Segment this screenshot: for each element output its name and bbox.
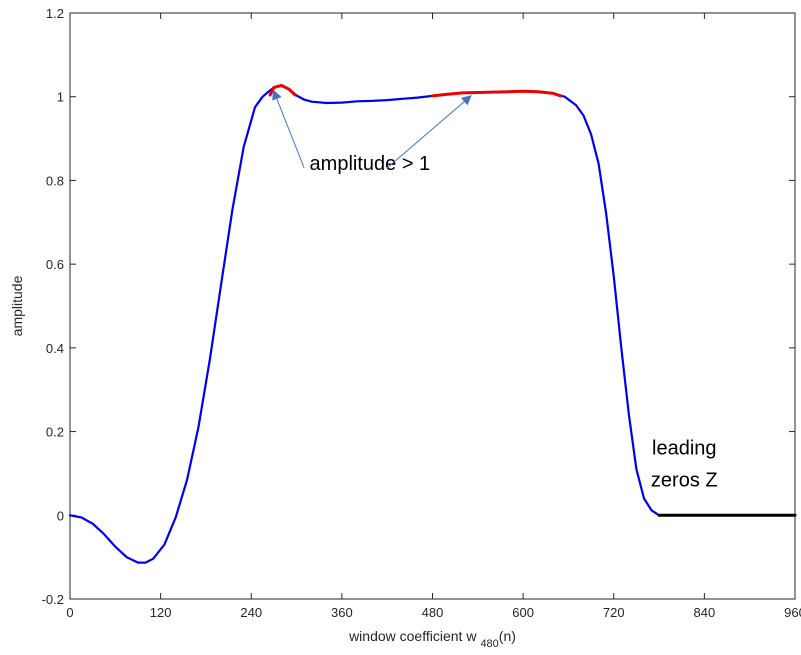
y-tick-label: 0.6	[46, 257, 64, 272]
series-layer	[68, 83, 797, 564]
annotation-leading-line-1: leading	[652, 438, 717, 460]
y-tick-label: 1	[57, 90, 64, 105]
plot-area	[69, 12, 796, 600]
series-line-0	[68, 84, 661, 564]
y-tick-label: -0.2	[42, 592, 64, 607]
y-tick-label: 0.4	[46, 341, 64, 356]
y-tick-label: 0.8	[46, 173, 64, 188]
annotation-leading-line-2: zeros Z	[651, 470, 718, 492]
x-axis-label-suffix: (n)	[499, 628, 516, 644]
x-tick-label: 600	[512, 605, 534, 620]
x-tick-label: 720	[603, 605, 625, 620]
x-tick-label: 240	[240, 605, 262, 620]
y-tick-label: 1.2	[46, 6, 64, 21]
annotation-amplitude-gt-1: amplitude > 1	[310, 153, 431, 175]
annotation-layer: amplitude > 1 leading zeros Z	[272, 89, 718, 492]
series-line-2	[431, 89, 563, 98]
x-tick-label: 960	[784, 605, 801, 620]
x-tick-label: 360	[331, 605, 353, 620]
x-tick-label: 120	[150, 605, 172, 620]
y-tick-label: 0.2	[46, 425, 64, 440]
x-tick-label: 0	[66, 605, 73, 620]
annotation-arrow	[272, 89, 305, 169]
y-tick-label: 0	[57, 508, 64, 523]
x-tick-label: 840	[694, 605, 716, 620]
plot-frame	[69, 12, 796, 600]
annotation-arrow	[386, 95, 472, 169]
y-axis-label: amplitude	[9, 275, 25, 336]
x-axis-label-main: window coefficient w	[348, 628, 477, 644]
tick-group: 0120240360480600720840960-0.200.20.40.60…	[42, 6, 801, 620]
x-tick-label: 480	[422, 605, 444, 620]
x-axis-label: window coefficient w 480(n)	[348, 628, 516, 650]
x-axis-label-subscript: 480	[480, 638, 498, 650]
